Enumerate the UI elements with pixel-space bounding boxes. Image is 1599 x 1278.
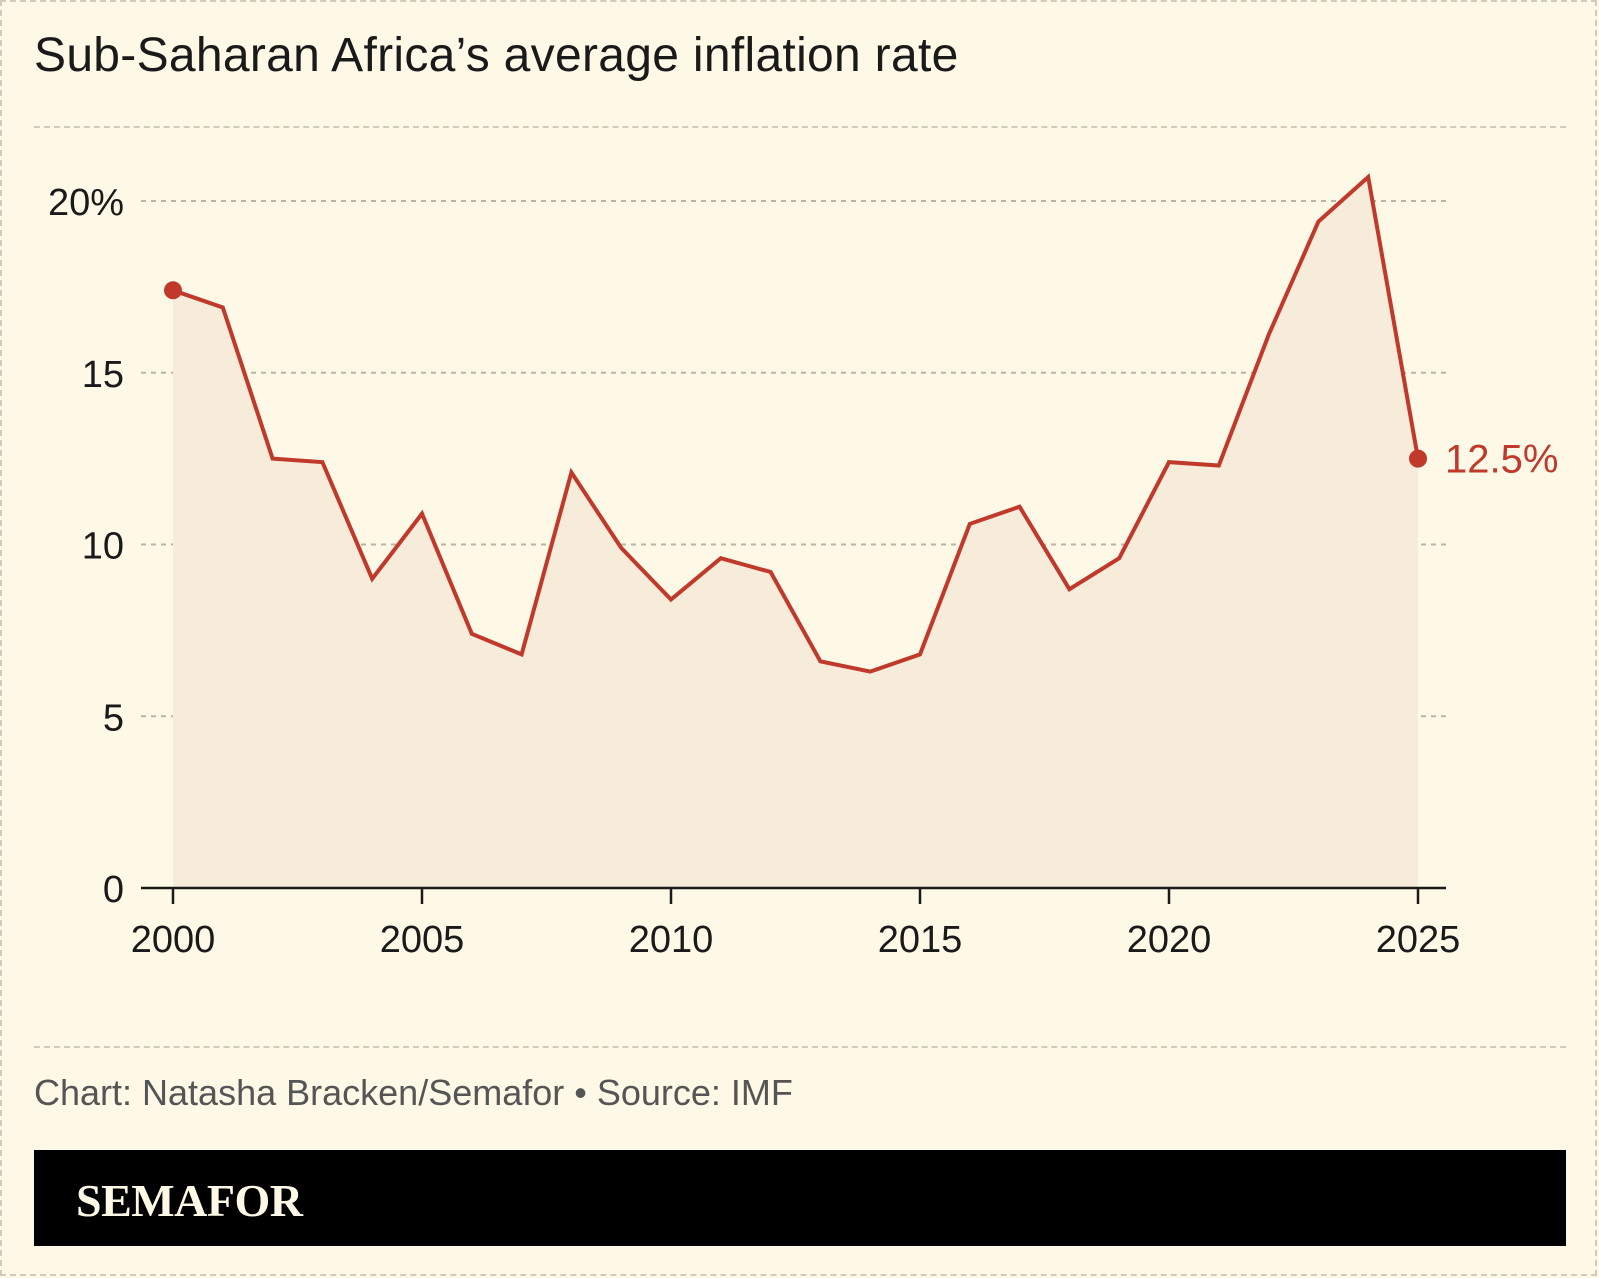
- chart-plot: 0 5 10 15 20% 2000 2005 2010 2015 2020 2025 12.5%: [48, 173, 1558, 961]
- y-tick-label: 15: [82, 354, 124, 396]
- y-tick-label: 5: [103, 697, 124, 739]
- y-tick-label: 10: [82, 526, 124, 568]
- brand-logo: SEMAFOR: [76, 1175, 303, 1226]
- x-tick-label: 2005: [380, 919, 465, 961]
- area-layer: [173, 177, 1418, 888]
- start-point: [164, 281, 182, 300]
- footer-bar: SEMAFOR: [34, 1150, 1566, 1246]
- chart-title: Sub-Saharan Africa’s average inflation r…: [34, 29, 959, 82]
- y-tick-label: 0: [103, 869, 124, 911]
- line-layer: [164, 173, 1427, 674]
- x-tick-label: 2010: [629, 919, 714, 961]
- x-tick-label: 2025: [1376, 919, 1461, 961]
- tick-labels: 0 5 10 15 20% 2000 2005 2010 2015 2020 2025 12.5%: [48, 182, 1558, 961]
- end-value-label: 12.5%: [1445, 438, 1558, 482]
- series-line: [172, 173, 1420, 674]
- bottom-rule: [34, 1046, 1566, 1048]
- x-tick-label: 2000: [131, 919, 216, 961]
- x-tick-label: 2020: [1127, 919, 1212, 961]
- chart-credit: Chart: Natasha Bracken/Semafor • Source:…: [34, 1072, 793, 1113]
- top-rule: [34, 126, 1566, 128]
- end-point: [1409, 449, 1427, 468]
- x-axis: [141, 886, 1446, 904]
- x-tick-label: 2015: [878, 919, 963, 961]
- series-area: [173, 177, 1418, 888]
- y-tick-label: 20%: [48, 182, 124, 224]
